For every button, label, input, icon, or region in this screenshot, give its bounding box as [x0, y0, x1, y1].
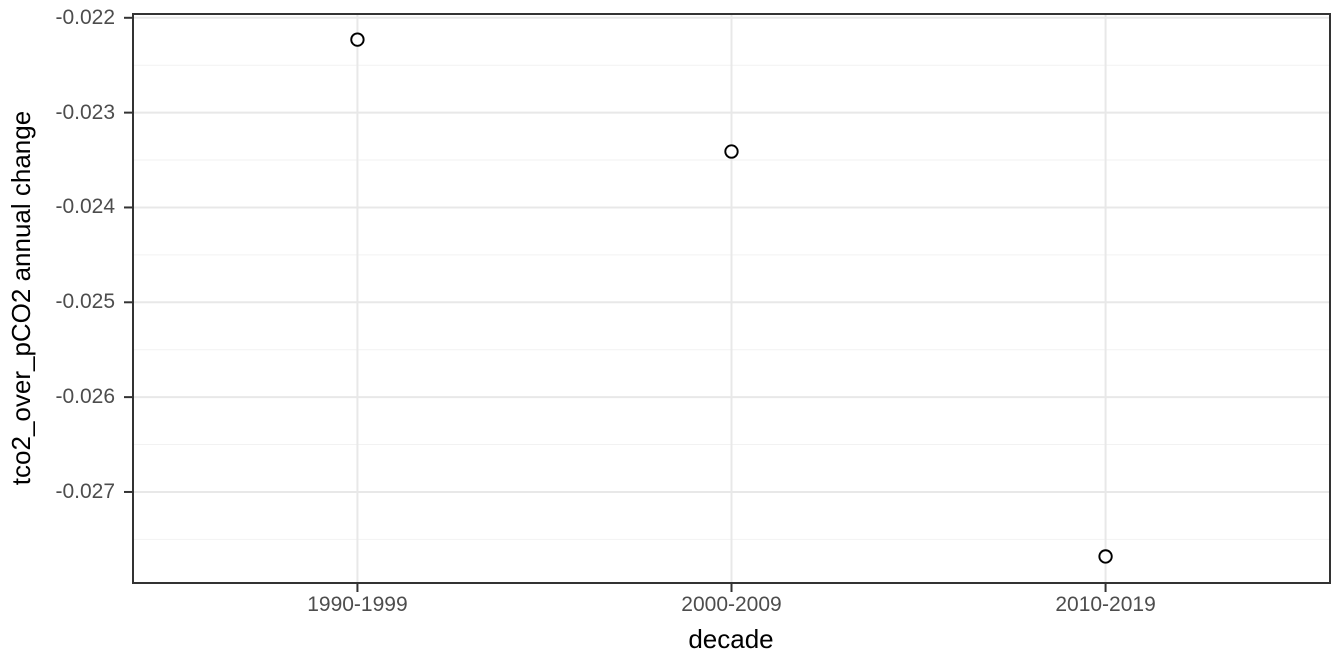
y-tick-label: -0.023 [55, 100, 115, 124]
x-tick-label: 2000-2009 [681, 593, 782, 616]
data-point [350, 32, 365, 47]
y-tick-label: -0.025 [55, 290, 115, 314]
y-tick-label: -0.022 [55, 5, 115, 29]
y-tick-label: -0.024 [55, 195, 115, 219]
y-axis-title: tco2_over_pCO2 annual change [6, 110, 36, 486]
y-tick-label: -0.026 [55, 385, 115, 409]
y-tick-label: -0.027 [55, 479, 115, 503]
data-point [1098, 549, 1113, 564]
x-tick-label: 2010-2019 [1055, 593, 1156, 616]
x-tick-label: 1990-1999 [307, 593, 408, 616]
data-point [724, 144, 739, 159]
x-axis-title: decade [688, 624, 774, 654]
